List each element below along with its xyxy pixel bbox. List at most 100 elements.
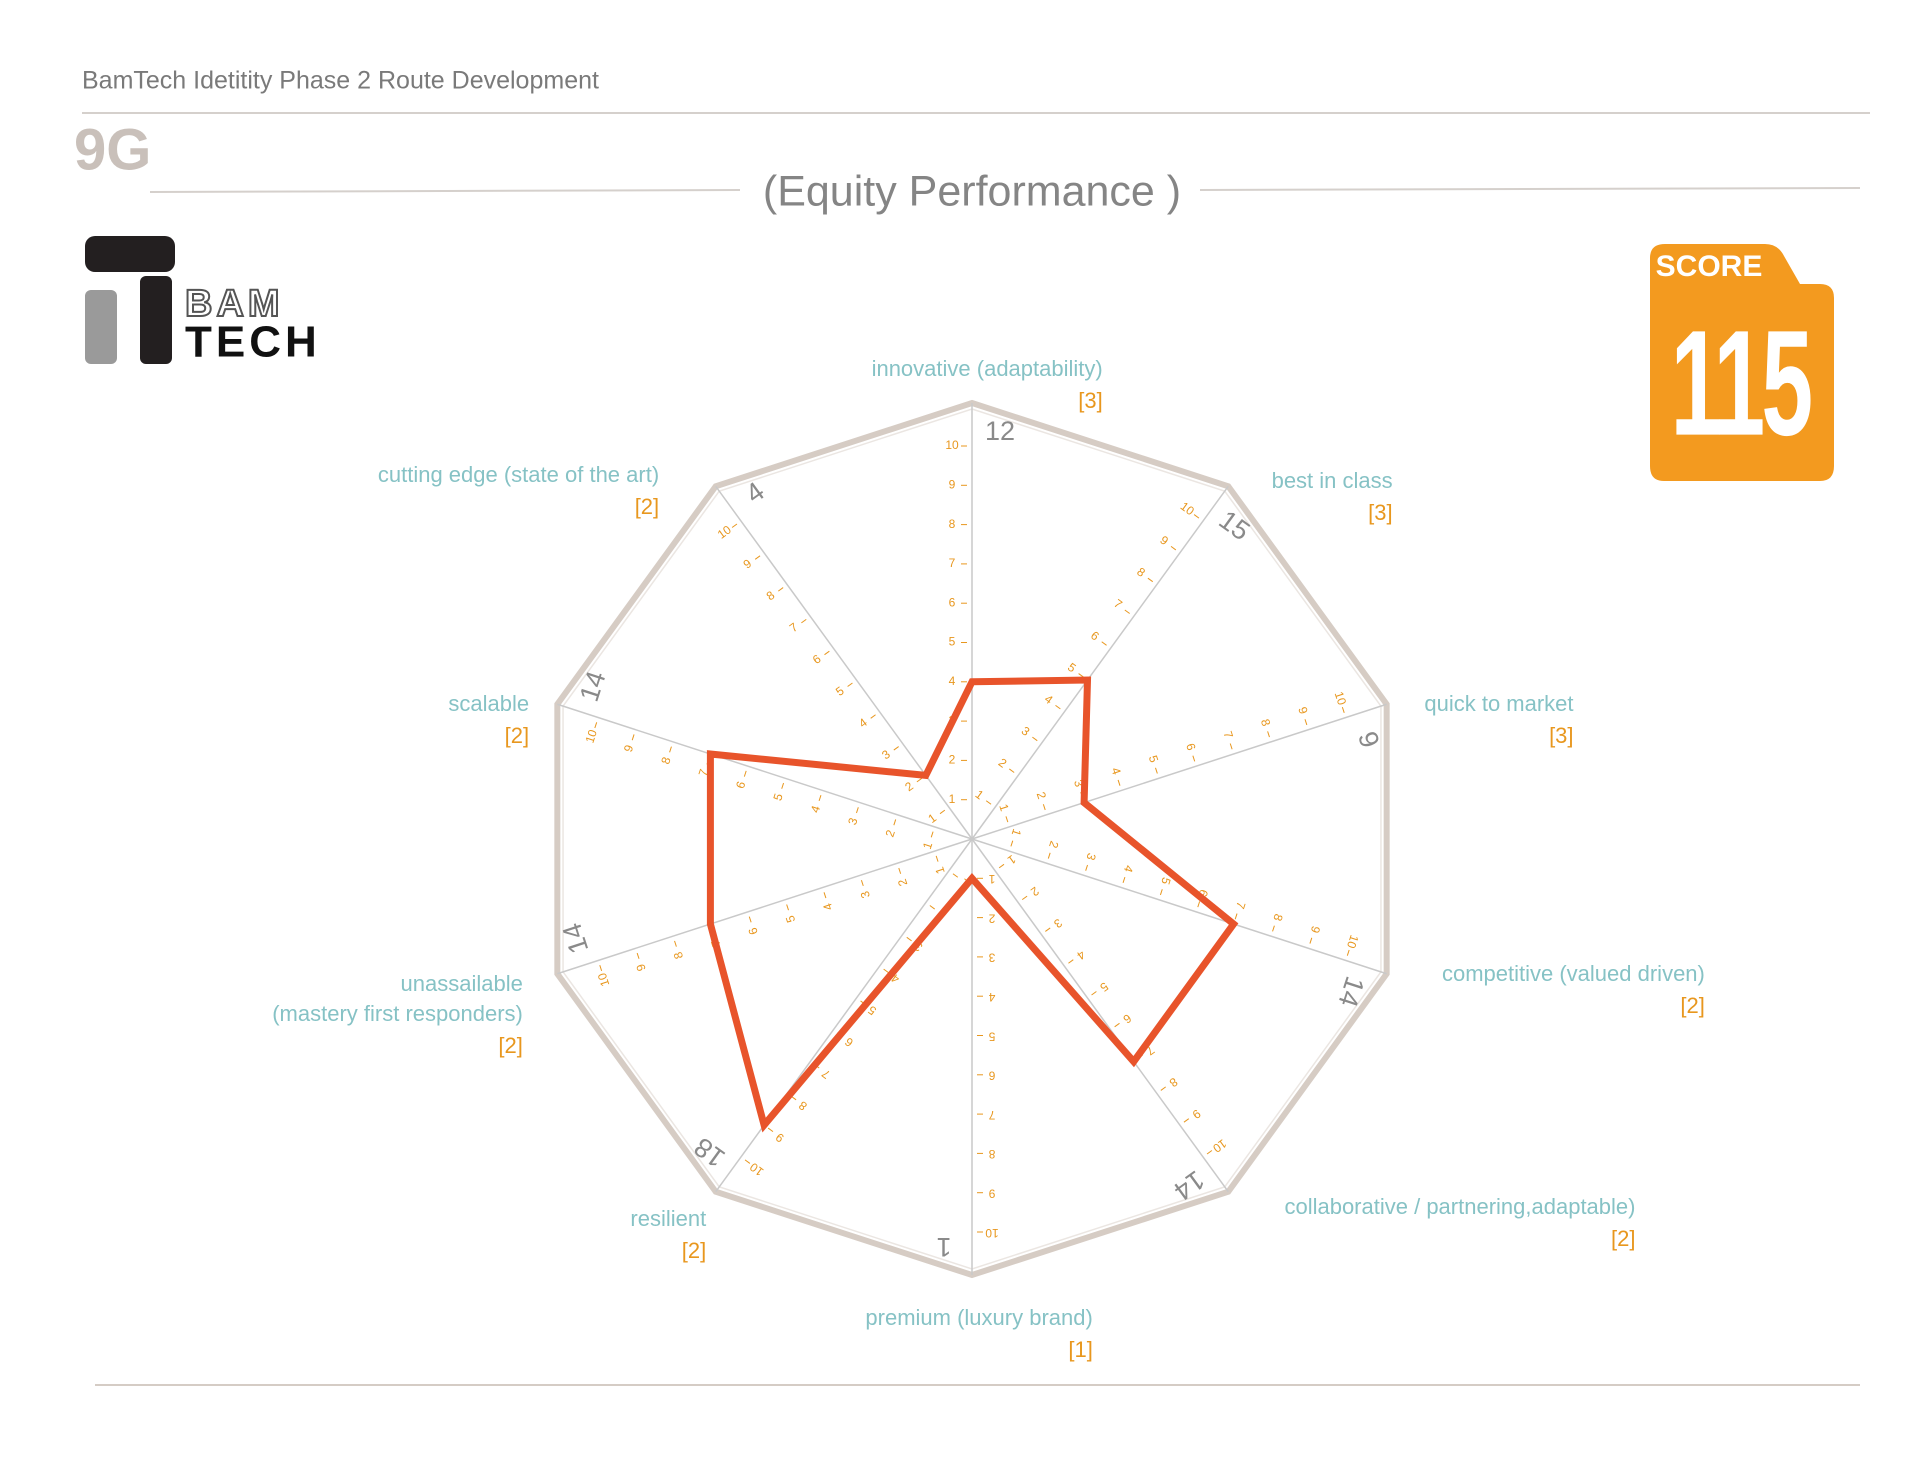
tick-mark bbox=[855, 807, 859, 814]
logo: BAM TECH bbox=[85, 236, 317, 367]
axis-label-block: collaborative / partnering,adaptable) [2] bbox=[1284, 1192, 1635, 1254]
axis-label: cutting edge (state of the art) bbox=[377, 461, 660, 487]
tick-label: 9 bbox=[633, 962, 648, 973]
tick-label: 6 bbox=[733, 779, 748, 790]
tick-mark bbox=[818, 795, 822, 802]
axis-label-block: unassailable (mastery first responders) [… bbox=[272, 969, 523, 1061]
tick-mark bbox=[743, 770, 747, 777]
tick-mark bbox=[1122, 876, 1126, 883]
tick-label: 10 bbox=[1344, 933, 1362, 950]
logo-bar bbox=[85, 236, 175, 272]
tick-mark bbox=[847, 682, 853, 687]
tick-mark bbox=[1147, 577, 1154, 583]
tick-label: 6 bbox=[1183, 742, 1198, 753]
tick-mark bbox=[1045, 927, 1051, 932]
tick-label: 4 bbox=[820, 901, 835, 912]
tick-label: 2 bbox=[1028, 884, 1042, 899]
tick-mark bbox=[1085, 864, 1089, 871]
tick-label: 4 bbox=[1108, 766, 1123, 777]
score-label: SCORE bbox=[1656, 250, 1763, 283]
tick-label: 6 bbox=[745, 926, 760, 937]
tick-label: 4 bbox=[988, 990, 995, 1004]
tick-label: 3 bbox=[879, 747, 893, 762]
tick-mark bbox=[1346, 949, 1350, 956]
tick-mark bbox=[631, 734, 635, 741]
axis-label-block: cutting edge (state of the art) [2] bbox=[378, 460, 659, 522]
tick-mark bbox=[898, 867, 902, 874]
tick-label: 9 bbox=[773, 1130, 787, 1145]
score-value: 115 bbox=[1671, 300, 1811, 467]
logo-stem bbox=[140, 276, 172, 364]
tick-mark bbox=[1032, 736, 1038, 742]
tick-mark bbox=[1304, 719, 1308, 726]
tick-mark bbox=[893, 819, 897, 826]
tick-mark bbox=[870, 714, 876, 719]
tick-label: 2 bbox=[883, 828, 898, 839]
tick-label: 4 bbox=[1074, 947, 1088, 962]
tick-mark bbox=[1192, 755, 1196, 762]
tick-label: 6 bbox=[810, 652, 824, 667]
axis-label: collaborative / partnering,adaptable) bbox=[1284, 1193, 1636, 1219]
axis-total: 9 bbox=[1352, 728, 1385, 752]
tick-label: 5 bbox=[783, 913, 798, 924]
tick-mark bbox=[893, 746, 899, 751]
axis-weight: [3] bbox=[1078, 388, 1103, 414]
logo-left bbox=[85, 290, 117, 364]
divider bbox=[149, 189, 741, 193]
tick-label: 10 bbox=[985, 1226, 999, 1240]
tick-mark bbox=[883, 968, 889, 974]
tick-mark bbox=[1021, 895, 1028, 901]
tick-label: 10 bbox=[1210, 1136, 1229, 1155]
tick-label: 9 bbox=[741, 556, 755, 571]
tick-mark bbox=[1042, 804, 1046, 811]
tick-label: 8 bbox=[796, 1098, 810, 1113]
axis-label-block: innovative (adaptability) [3] bbox=[872, 354, 1103, 416]
tick-label: 4 bbox=[1042, 692, 1056, 707]
axis-label-block: scalable [2] bbox=[448, 689, 529, 751]
tick-mark bbox=[1159, 889, 1163, 896]
axis-weight: [2] bbox=[681, 1238, 707, 1264]
tick-label: 2 bbox=[1046, 839, 1061, 850]
tick-label: 7 bbox=[819, 1066, 833, 1081]
tick-label: 6 bbox=[949, 595, 956, 609]
spoke bbox=[715, 838, 973, 1193]
tick-mark bbox=[1101, 641, 1107, 646]
tick-mark bbox=[823, 892, 827, 899]
tick-label: 7 bbox=[1221, 729, 1236, 740]
tick-label: 5 bbox=[1097, 979, 1111, 994]
spoke bbox=[715, 485, 973, 840]
tick-label: 10 bbox=[583, 728, 601, 745]
score-badge: SCORE 115 bbox=[1650, 244, 1834, 481]
tick-mark bbox=[824, 650, 830, 656]
spoke bbox=[971, 703, 1387, 840]
axis-weight: [1] bbox=[1068, 1337, 1093, 1363]
tick-mark bbox=[939, 809, 946, 815]
tick-label: 7 bbox=[1111, 596, 1125, 611]
tick-mark bbox=[1229, 743, 1233, 750]
tick-label: 2 bbox=[895, 877, 910, 888]
tick-label: 2 bbox=[988, 911, 995, 925]
tick-label: 10 bbox=[1178, 499, 1197, 518]
tick-mark bbox=[935, 855, 939, 862]
tick-label: 10 bbox=[1332, 690, 1350, 707]
tick-label: 2 bbox=[996, 755, 1010, 770]
tick-label: 1 bbox=[925, 810, 939, 825]
axis-total: 14 bbox=[557, 919, 595, 957]
tick-mark bbox=[731, 523, 738, 528]
axis-label: competitive (valued driven) bbox=[1441, 960, 1705, 986]
axis-label-block: resilient [2] bbox=[630, 1204, 706, 1266]
tick-mark bbox=[1234, 913, 1238, 920]
tick-label: 2 bbox=[1034, 790, 1049, 801]
axis-weight: [3] bbox=[1368, 499, 1393, 525]
tick-label: 8 bbox=[1134, 565, 1148, 580]
tick-mark bbox=[1124, 609, 1130, 614]
tick-label: 9 bbox=[1308, 924, 1323, 935]
axis-weight: [3] bbox=[1549, 722, 1574, 748]
axis-weight: [2] bbox=[498, 1032, 523, 1058]
tick-label: 4 bbox=[808, 804, 823, 815]
tick-label: 9 bbox=[1189, 1106, 1203, 1121]
tick-label: 5 bbox=[833, 683, 847, 698]
axis-label: resilient bbox=[630, 1206, 707, 1232]
tick-label: 5 bbox=[1146, 754, 1161, 765]
